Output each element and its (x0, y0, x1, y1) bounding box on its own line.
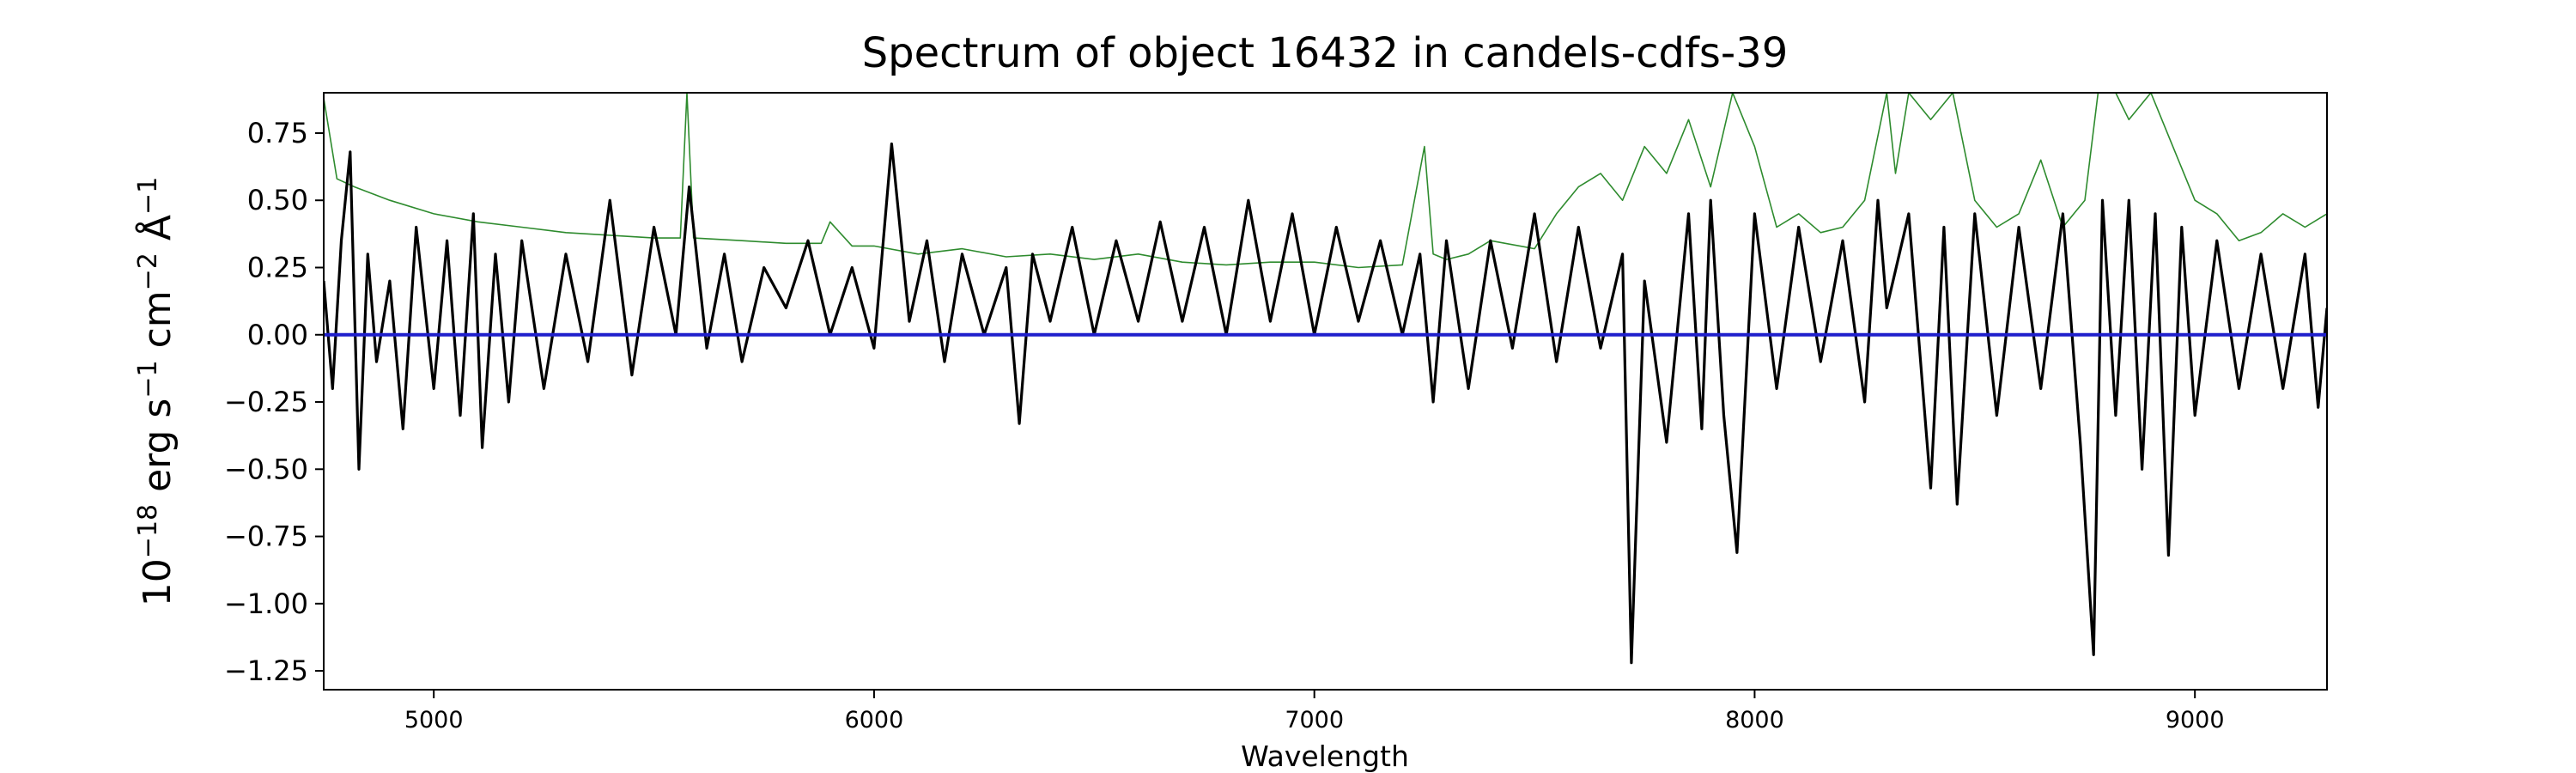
series-layer (324, 93, 2327, 665)
y-axis-label-exponent: −2 (133, 253, 163, 290)
y-tick-label: −0.50 (224, 453, 308, 485)
y-tick-label: 0.25 (247, 251, 308, 283)
y-axis-label-text: 10 (136, 558, 179, 606)
y-tick-label: −1.25 (224, 654, 308, 687)
y-axis-label-text: Å (134, 215, 179, 253)
x-tick-label: 7000 (1285, 707, 1344, 733)
x-axis-label: Wavelength (1241, 740, 1409, 773)
y-axis-label-text: cm (136, 290, 179, 360)
x-tick-label: 5000 (404, 707, 464, 733)
y-tick-label: −1.00 (224, 587, 308, 620)
tick-layer: 5000 6000 7000 8000 9000 0.75 0.50 0.25 0.00 −0.2… (224, 117, 2225, 733)
series-line-error (324, 93, 2327, 269)
y-axis-label-exponent: −1 (133, 360, 163, 398)
plot-frame (323, 92, 2328, 691)
y-axis-label-text: erg s (136, 399, 179, 504)
chart-title: Spectrum of object 16432 in candels-cdfs… (862, 29, 1789, 77)
x-tick-label: 6000 (845, 707, 904, 733)
x-tick-label: 9000 (2166, 707, 2225, 733)
y-tick-label: 0.00 (247, 319, 308, 351)
y-tick-label: −0.75 (224, 520, 308, 553)
y-tick-label: −0.25 (224, 386, 308, 418)
y-axis-label: 10−18 erg s−1 cm−2 Å−1 (133, 177, 179, 606)
y-axis-label-exponent: −1 (133, 177, 163, 215)
series-line-flux (324, 142, 2327, 665)
y-axis-label-exponent: −18 (133, 504, 163, 558)
y-tick-label: 0.50 (247, 184, 308, 216)
x-tick-label: 8000 (1725, 707, 1784, 733)
y-tick-label: 0.75 (247, 117, 308, 149)
